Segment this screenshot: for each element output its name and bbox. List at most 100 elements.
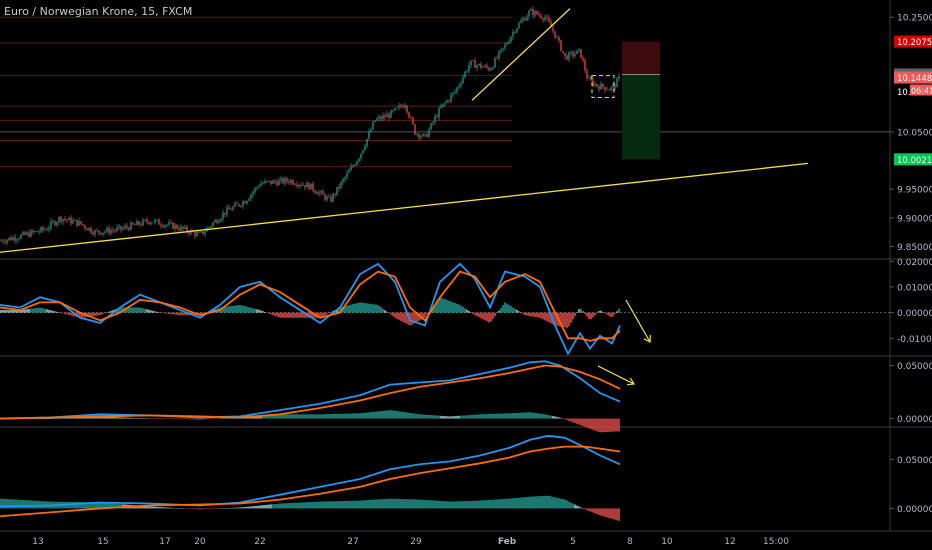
candle-body bbox=[164, 225, 166, 227]
histogram-bar bbox=[456, 415, 458, 419]
candle-body bbox=[40, 227, 42, 232]
histogram-bar bbox=[528, 412, 530, 419]
histogram-bar bbox=[602, 508, 604, 517]
histogram-bar bbox=[378, 499, 380, 509]
histogram-bar bbox=[272, 312, 274, 316]
candle-body bbox=[292, 180, 294, 185]
histogram-bar bbox=[360, 500, 362, 509]
histogram-bar bbox=[56, 418, 58, 419]
histogram-bar bbox=[516, 310, 518, 313]
candle-body bbox=[174, 224, 176, 229]
histogram-bar bbox=[284, 414, 286, 419]
histogram-bar bbox=[42, 418, 44, 420]
histogram-bar bbox=[594, 418, 596, 431]
histogram-bar bbox=[88, 502, 90, 509]
histogram-bar bbox=[416, 413, 418, 419]
candle-body bbox=[428, 129, 430, 137]
candle-body bbox=[204, 231, 206, 235]
histogram-bar bbox=[568, 501, 570, 509]
candle-body bbox=[30, 230, 32, 237]
histogram-bar bbox=[396, 312, 398, 319]
histogram-bar bbox=[354, 500, 356, 509]
histogram-bar bbox=[548, 312, 550, 323]
histogram-bar bbox=[36, 500, 38, 509]
histogram-bar bbox=[430, 415, 432, 419]
candle-body bbox=[224, 212, 226, 215]
histogram-bar bbox=[328, 501, 330, 509]
histogram-bar bbox=[422, 414, 424, 419]
histogram-bar bbox=[554, 312, 556, 326]
histogram-bar bbox=[468, 500, 470, 509]
histogram-bar bbox=[114, 503, 116, 509]
histogram-bar bbox=[40, 501, 42, 509]
axis-layer[interactable]: 10.25000 10.05000 9.95000 9.90000 9.85000 10.… bbox=[32, 14, 932, 547]
candle-body bbox=[222, 212, 224, 219]
histogram-bar bbox=[122, 417, 124, 419]
candle-body bbox=[456, 87, 458, 92]
candle-body bbox=[56, 222, 58, 225]
candle-body bbox=[558, 37, 560, 41]
price-badge-label: 10.14480 bbox=[897, 74, 932, 84]
histogram-bar bbox=[342, 500, 344, 509]
histogram-bar bbox=[570, 418, 572, 422]
histogram-bar bbox=[98, 416, 100, 419]
histogram-bar bbox=[212, 418, 214, 420]
candle-body bbox=[258, 186, 260, 188]
histogram-bar bbox=[364, 500, 366, 509]
candle-body bbox=[10, 237, 12, 241]
candle-body bbox=[402, 106, 404, 108]
candle-body bbox=[186, 226, 188, 232]
histogram-bar bbox=[402, 411, 404, 419]
histogram-bar bbox=[250, 506, 252, 509]
candle-body bbox=[270, 180, 272, 184]
histogram-bar bbox=[62, 418, 64, 419]
histogram-bar bbox=[286, 312, 288, 318]
histogram-bar bbox=[284, 312, 286, 318]
histogram-bar bbox=[166, 507, 168, 509]
histogram-bar bbox=[336, 413, 338, 419]
histogram-bar bbox=[322, 312, 324, 317]
histogram-bar bbox=[304, 502, 306, 509]
histogram-bar bbox=[476, 500, 478, 509]
time-tick-label: 5 bbox=[570, 537, 576, 547]
histogram-bar bbox=[536, 312, 538, 318]
histogram-bar bbox=[232, 305, 234, 313]
histogram-bar bbox=[158, 418, 160, 420]
histogram-bar bbox=[454, 416, 456, 419]
trendlines-layer[interactable] bbox=[0, 8, 809, 386]
histogram-bar bbox=[98, 312, 100, 316]
histogram-bar bbox=[496, 413, 498, 419]
price-tick-label: 0.00000 bbox=[897, 415, 932, 425]
candle-body bbox=[444, 102, 446, 104]
histogram-bar bbox=[502, 305, 504, 313]
histogram-bar bbox=[614, 508, 616, 520]
candle-body bbox=[606, 89, 608, 91]
histogram-bar bbox=[390, 410, 392, 419]
histogram-bar bbox=[114, 417, 116, 419]
candle-body bbox=[546, 17, 548, 19]
histogram-bar bbox=[220, 418, 222, 420]
histogram-bar bbox=[70, 312, 72, 316]
histogram-bar bbox=[128, 417, 130, 419]
histogram-bar bbox=[512, 498, 514, 509]
candle-body bbox=[134, 224, 136, 226]
histogram-bar bbox=[264, 504, 266, 509]
position-layer[interactable] bbox=[622, 41, 660, 160]
histogram-bar bbox=[106, 416, 108, 419]
histogram-bar bbox=[124, 417, 126, 419]
histogram-bar bbox=[338, 501, 340, 509]
histogram-bar bbox=[544, 312, 546, 321]
histogram-bar bbox=[612, 312, 614, 317]
histogram-bar bbox=[374, 411, 376, 419]
candle-body bbox=[220, 218, 222, 222]
candle-body bbox=[432, 122, 434, 124]
histogram-bar bbox=[610, 508, 612, 519]
histogram-bar bbox=[518, 497, 520, 509]
histogram-bar bbox=[256, 416, 258, 419]
price-tick-label: 9.90000 bbox=[897, 214, 932, 224]
candle-body bbox=[536, 11, 538, 15]
histogram-bar bbox=[274, 312, 276, 316]
histogram-bar bbox=[484, 312, 486, 321]
candle-body bbox=[32, 230, 34, 233]
